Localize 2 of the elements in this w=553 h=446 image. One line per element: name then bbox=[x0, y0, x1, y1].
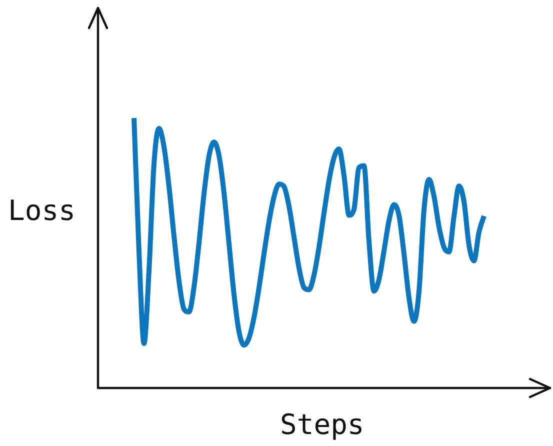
y-axis-title: Loss bbox=[8, 194, 76, 227]
x-axis-title: Steps bbox=[280, 408, 364, 441]
